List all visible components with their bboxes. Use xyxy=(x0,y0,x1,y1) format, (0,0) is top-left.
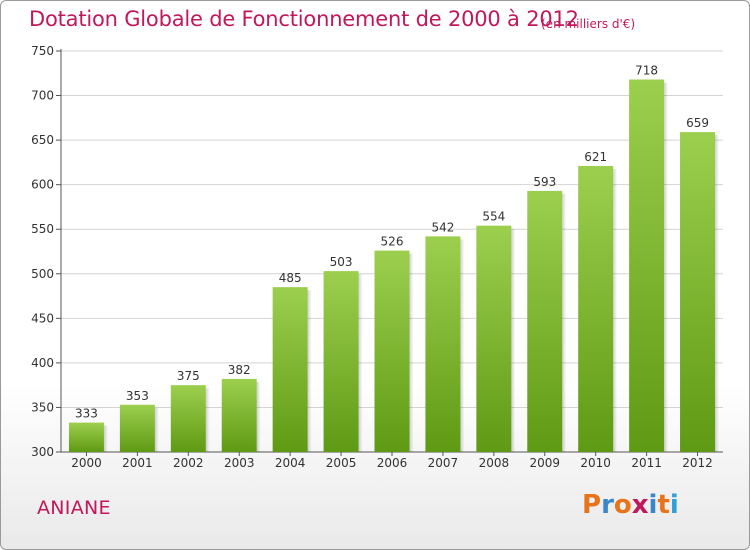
bar-value-label: 718 xyxy=(635,64,658,78)
y-tick-label: 550 xyxy=(31,222,54,236)
bar-shadow xyxy=(154,407,159,452)
bar-shadow xyxy=(613,168,618,452)
bar xyxy=(680,132,716,452)
bar xyxy=(221,378,257,452)
x-tick-label: 2007 xyxy=(428,456,459,470)
bar-value-label: 503 xyxy=(330,255,353,269)
chart-subtitle: (en milliers d'€) xyxy=(541,17,636,31)
x-tick-label: 2005 xyxy=(326,456,357,470)
bar-shadow xyxy=(256,381,261,452)
x-tick-label: 2002 xyxy=(173,456,204,470)
bar-shadow xyxy=(307,290,312,452)
bar xyxy=(272,287,308,452)
bar-value-label: 621 xyxy=(584,150,607,164)
bar-value-label: 353 xyxy=(126,389,149,403)
bar-value-label: 593 xyxy=(533,175,556,189)
bar-shadow xyxy=(664,82,669,452)
x-tick-label: 2008 xyxy=(479,456,510,470)
y-tick-label: 350 xyxy=(31,400,54,414)
logo-letter: i xyxy=(648,490,658,520)
bar-value-label: 542 xyxy=(431,220,454,234)
bar-value-label: 382 xyxy=(228,363,251,377)
bar-value-label: 485 xyxy=(279,271,302,285)
bar-shadow xyxy=(715,135,720,452)
bar xyxy=(476,225,512,452)
x-tick-label: 2003 xyxy=(224,456,255,470)
x-tick-label: 2004 xyxy=(275,456,306,470)
y-tick-label: 700 xyxy=(31,89,54,103)
bar-shadow xyxy=(358,274,363,452)
bar xyxy=(527,190,563,452)
bar-shadow xyxy=(511,228,516,452)
logo-letter: r xyxy=(601,490,614,520)
y-tick-label: 450 xyxy=(31,311,54,325)
chart-title: Dotation Globale de Fonctionnement de 20… xyxy=(29,7,579,31)
y-tick-label: 750 xyxy=(31,44,54,58)
logo-letter: o xyxy=(613,490,632,520)
x-tick-label: 2000 xyxy=(71,456,102,470)
bar-shadow xyxy=(409,253,414,452)
logo-letter: i xyxy=(669,490,679,520)
labels: 300 350 400 450 500 550 600 650 700 750 333 2000 353… xyxy=(31,44,713,470)
bar-value-label: 554 xyxy=(482,210,505,224)
x-tick-label: 2001 xyxy=(122,456,153,470)
commune-name: ANIANE xyxy=(37,497,111,519)
bar-shadow xyxy=(460,239,465,452)
bar xyxy=(374,250,410,452)
x-tick-label: 2011 xyxy=(631,456,662,470)
bar xyxy=(119,404,155,452)
bar xyxy=(578,165,614,452)
x-tick-label: 2010 xyxy=(580,456,611,470)
bar xyxy=(323,271,359,452)
y-tick-label: 400 xyxy=(31,356,54,370)
logo-letter: P xyxy=(582,490,602,520)
bar xyxy=(170,385,206,452)
bars xyxy=(68,79,720,452)
y-tick-label: 300 xyxy=(31,445,54,459)
bar-shadow xyxy=(103,425,108,452)
bar-value-label: 659 xyxy=(686,116,709,130)
y-tick-label: 500 xyxy=(31,267,54,281)
y-tick-label: 600 xyxy=(31,178,54,192)
bar-shadow xyxy=(205,388,210,452)
bar xyxy=(425,236,461,452)
y-tick-label: 650 xyxy=(31,133,54,147)
logo-letter: t xyxy=(657,490,670,520)
bar xyxy=(629,79,665,452)
x-tick-label: 2012 xyxy=(682,456,713,470)
x-tick-label: 2006 xyxy=(377,456,408,470)
logo-letter: x xyxy=(631,490,649,520)
bar xyxy=(68,422,104,452)
bar-value-label: 333 xyxy=(75,407,98,421)
bar-value-label: 526 xyxy=(381,235,404,249)
bar-value-label: 375 xyxy=(177,369,200,383)
x-tick-label: 2009 xyxy=(529,456,560,470)
bar-shadow xyxy=(562,193,567,452)
proxiti-logo[interactable]: Proxiti xyxy=(582,490,679,520)
